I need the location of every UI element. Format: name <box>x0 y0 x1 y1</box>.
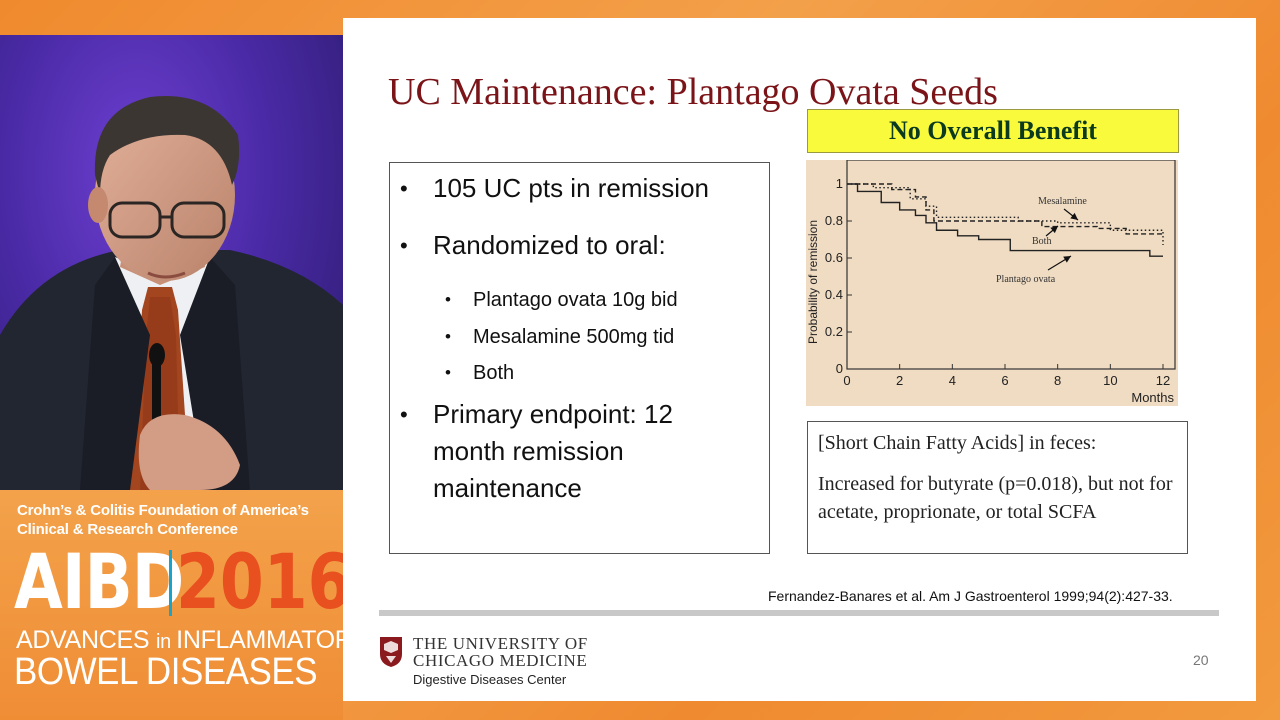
chart-annotation-layer: Mesalamine Both Plantago ovata <box>996 196 1087 285</box>
x-tick-label-0: 0 <box>843 373 850 388</box>
y-tick-label-4: 0.8 <box>825 213 843 228</box>
sub-bullet-1: • Plantago ovata 10g bid <box>445 289 678 312</box>
y-tick-label-1: 0.2 <box>825 324 843 339</box>
sub-bullet-3: • Both <box>445 362 515 385</box>
sub-bullet-2: • Mesalamine 500mg tid <box>445 326 675 349</box>
tagline-advances: ADVANCES <box>16 626 156 654</box>
bullet-text-3a: Primary endpoint: 12 <box>433 399 673 429</box>
y-tick-label-3: 0.6 <box>825 250 843 265</box>
conference-acronym: AIBD <box>14 537 184 626</box>
annotation-mesalamine: Mesalamine <box>1038 196 1087 207</box>
chart-plot-frame <box>846 160 1176 370</box>
conference-tagline-2: BOWEL DISEASES <box>14 651 318 693</box>
series-line-both <box>847 183 1164 236</box>
conference-tagline-1: ADVANCES in INFLAMMATORY <box>16 626 369 655</box>
verdict-banner: No Overall Benefit <box>807 109 1179 153</box>
x-tick-label-4: 4 <box>949 373 956 388</box>
organization-line-2: Clinical & Research Conference <box>17 521 238 538</box>
bullet-item-2: • Randomized to oral: <box>400 227 666 264</box>
chart-x-axis-label: Months <box>1131 390 1174 405</box>
presentation-slide: UC Maintenance: Plantago Ovata Seeds No … <box>343 18 1256 701</box>
bullet-dot-1: • <box>400 176 408 201</box>
annotation-plantago-ovata: Plantago ovata <box>996 274 1056 285</box>
sub-text-1: Plantago ovata 10g bid <box>473 289 678 311</box>
sub-text-3: Both <box>473 362 515 384</box>
annotation-arrowhead-both <box>1050 226 1058 234</box>
remission-chart: 0 2 4 6 8 10 12 0 0.2 0.4 0.6 0.8 1 Probability of r… <box>806 160 1178 406</box>
bullet-item-3-cont-1: month remission <box>433 436 624 466</box>
speaker-video <box>0 35 343 490</box>
x-tick-label-6: 6 <box>1001 373 1008 388</box>
sub-dot-3: • <box>445 363 451 382</box>
conference-brand-panel: Crohn’s & Colitis Foundation of America’… <box>0 490 369 720</box>
annotation-arrowhead-plantago-ovata <box>1063 256 1071 263</box>
chart-series-layer <box>847 183 1164 257</box>
brand-divider <box>169 550 172 616</box>
organization-line-1: Crohn’s & Colitis Foundation of America’… <box>17 502 309 519</box>
bullet-list-box: • 105 UC pts in remission • Randomized to … <box>389 162 770 554</box>
x-tick-label-10: 10 <box>1103 373 1117 388</box>
annotation-arrowhead-mesalamine <box>1070 212 1078 220</box>
chart-ticks-layer: 0 2 4 6 8 10 12 0 0.2 0.4 0.6 0.8 1 <box>825 176 1170 388</box>
sub-text-2: Mesalamine 500mg tid <box>473 326 675 348</box>
x-tick-label-8: 8 <box>1054 373 1061 388</box>
university-name-line-1: THE UNIVERSITY OF <box>413 634 588 653</box>
university-name-line-2: CHICAGO MEDICINE <box>413 651 588 670</box>
remission-chart-svg: 0 2 4 6 8 10 12 0 0.2 0.4 0.6 0.8 1 Probability of r… <box>806 160 1176 405</box>
slide-footer-rule <box>379 610 1219 616</box>
bullet-item-3-cont-2: maintenance <box>433 473 582 503</box>
bullet-dot-3: • <box>400 402 408 427</box>
bullet-item-3: • Primary endpoint: 12 <box>400 396 673 433</box>
bullet-item-1: • 105 UC pts in remission <box>400 170 709 207</box>
chart-y-axis-label: Probability of remission <box>806 220 820 344</box>
x-tick-label-12: 12 <box>1156 373 1170 388</box>
conference-year: 2016 <box>176 537 352 626</box>
scfa-note-box: [Short Chain Fatty Acids] in feces: Incr… <box>807 421 1188 554</box>
x-tick-label-2: 2 <box>896 373 903 388</box>
department-name: Digestive Diseases Center <box>413 672 567 687</box>
y-tick-label-5: 1 <box>836 176 843 191</box>
university-shield-icon <box>380 637 402 667</box>
sub-dot-2: • <box>445 327 451 346</box>
scfa-heading: [Short Chain Fatty Acids] in feces: <box>818 432 1097 454</box>
scfa-body: Increased for butyrate (p=0.018), but no… <box>818 473 1173 523</box>
slide-title: UC Maintenance: Plantago Ovata Seeds <box>388 71 998 113</box>
speaker-figure <box>0 96 343 490</box>
y-tick-label-2: 0.4 <box>825 287 843 302</box>
series-line-plantago-ovata <box>847 183 1163 257</box>
sub-dot-1: • <box>445 290 451 309</box>
citation: Fernandez-Banares et al. Am J Gastroente… <box>768 588 1173 604</box>
bullet-text-2: Randomized to oral: <box>433 230 666 260</box>
verdict-text: No Overall Benefit <box>889 116 1097 145</box>
series-line-mesalamine <box>847 183 1164 246</box>
tagline-in: in <box>155 631 177 653</box>
tagline-inflammatory: INFLAMMATORY <box>176 626 369 654</box>
chart-axes <box>846 160 1176 370</box>
annotation-both: Both <box>1032 236 1051 247</box>
bullet-text-1: 105 UC pts in remission <box>433 173 709 203</box>
y-tick-label-0: 0 <box>836 361 843 376</box>
slide-page-number: 20 <box>1193 652 1209 668</box>
bullet-dot-2: • <box>400 233 408 258</box>
